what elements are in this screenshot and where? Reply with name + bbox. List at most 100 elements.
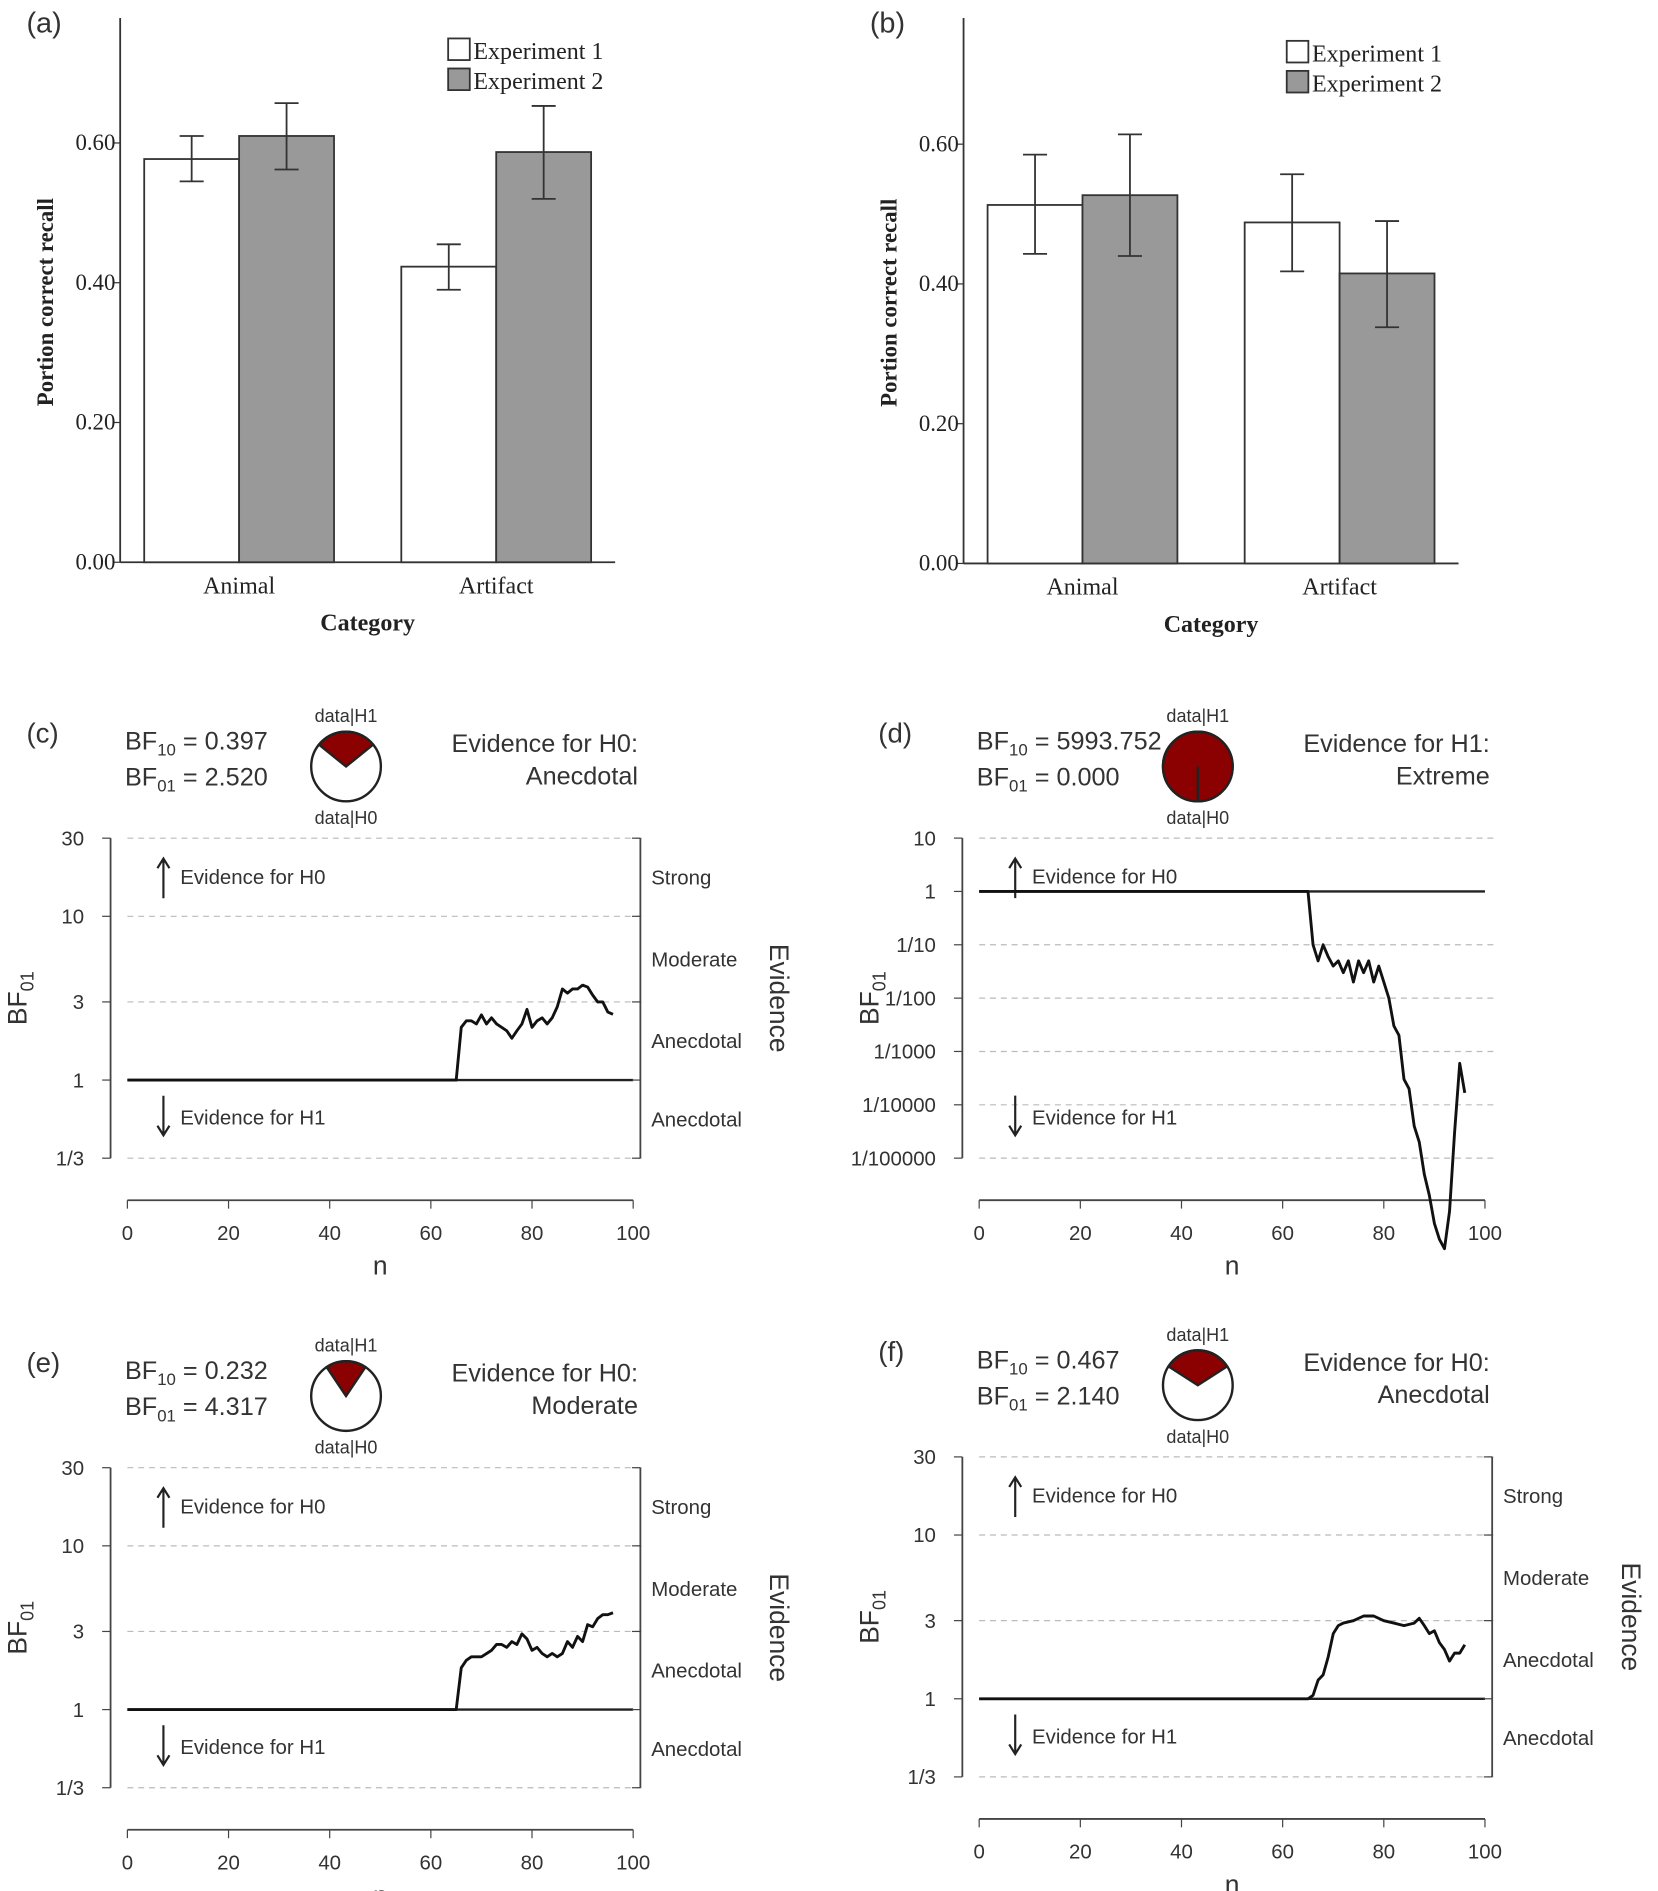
arrow-up-icon [1008, 1475, 1023, 1517]
evidence-axis-title: Evidence [1616, 1563, 1646, 1672]
y-tick-label: 10 [913, 828, 936, 850]
bf-symbol: BF [125, 1357, 157, 1385]
arrow-down-icon [1008, 1714, 1023, 1757]
bf-equals: = [176, 728, 205, 756]
x-tick-label: 100 [616, 1852, 650, 1874]
y-tick-label: 0.60 [919, 131, 959, 156]
bayes-factor-value: BF10 = 5993.752 [977, 728, 1162, 760]
bf-subscript: 01 [157, 1406, 176, 1425]
x-tick-label: 80 [521, 1223, 544, 1245]
evidence-title: Evidence for H0: [452, 1360, 638, 1388]
evidence-category-label: Moderate [1503, 1568, 1589, 1590]
pie-label-h0: data|H0 [1166, 1427, 1229, 1447]
bayes-factor-value: BF10 = 0.232 [125, 1357, 268, 1389]
evidence-level: Moderate [531, 1392, 638, 1420]
pie-slice-h1 [317, 730, 375, 769]
arrow-label-h0: Evidence for H0 [180, 1496, 325, 1518]
bf-sequential-line [127, 983, 614, 1082]
y-tick-label: 1 [925, 1689, 936, 1711]
arrow-down-icon [1008, 1095, 1023, 1138]
y-axis-title-main: BF [2, 1621, 32, 1655]
bar [143, 158, 241, 564]
y-tick-label: 30 [61, 1458, 84, 1480]
x-tick-label: 40 [318, 1852, 341, 1874]
x-tick-label: 80 [1372, 1223, 1395, 1245]
y-axis-title-sub: 01 [869, 971, 889, 991]
bf-equals: = [1028, 764, 1057, 792]
bf-subscript: 10 [1009, 1359, 1028, 1378]
pie-label-h1: data|H1 [1166, 1325, 1229, 1345]
y-axis-title: BF01 [2, 971, 37, 1025]
bf-symbol: BF [977, 728, 1009, 756]
bar [495, 151, 593, 564]
x-tick-label: 40 [1170, 1842, 1193, 1864]
legend-entry: Experiment 2 [1312, 71, 1442, 97]
evidence-level: Extreme [1396, 763, 1490, 791]
panel-label: (e) [26, 1347, 60, 1378]
bf-symbol: BF [125, 1393, 157, 1421]
pie-slice-h1 [324, 1360, 368, 1399]
y-tick-label: 0.60 [75, 130, 115, 155]
x-tick-label: 60 [420, 1852, 443, 1874]
arrow-up-icon [156, 856, 171, 899]
bf-symbol: BF [125, 728, 157, 756]
y-tick-label: 3 [925, 1611, 936, 1633]
arrow-label-h0: Evidence for H0 [1032, 867, 1177, 889]
bf-number: 0.232 [205, 1357, 268, 1385]
evidence-category-label: Strong [651, 1497, 711, 1519]
arrow-label-h1: Evidence for H1 [1032, 1108, 1177, 1130]
arrow-down-icon [156, 1095, 171, 1138]
x-tick-label: 0 [122, 1223, 133, 1245]
bayes-factor-value: BF10 = 0.397 [125, 728, 268, 760]
arrow-label-h1: Evidence for H1 [1032, 1726, 1177, 1748]
y-tick-label: 1 [73, 1070, 84, 1092]
pie-label-h1: data|H1 [1166, 706, 1229, 726]
y-tick-label: 0.00 [919, 551, 959, 576]
evidence-title: Evidence for H0: [452, 730, 638, 758]
legend-entry: Experiment 1 [473, 39, 603, 65]
x-axis-title: n [1225, 1251, 1240, 1281]
bf-number: 4.317 [205, 1393, 268, 1421]
x-tick-label: Animal [203, 573, 275, 599]
y-tick-label: 0.40 [919, 271, 959, 296]
x-tick-label: 80 [1372, 1842, 1395, 1864]
legend-swatch [447, 37, 471, 61]
pie-slice-h1 [1166, 1349, 1229, 1387]
x-axis-title: Category [1164, 612, 1259, 638]
x-tick-label: 60 [420, 1223, 443, 1245]
legend-swatch [1285, 39, 1310, 64]
arrow-label-h0: Evidence for H0 [1032, 1486, 1177, 1508]
x-axis-title: n [373, 1251, 388, 1281]
bf-symbol: BF [977, 1346, 1009, 1374]
evidence-axis-title: Evidence [764, 1573, 794, 1682]
y-tick-label: 1/100000 [851, 1148, 936, 1170]
bar [400, 265, 498, 564]
y-axis-title-main: BF [2, 991, 32, 1025]
y-axis-title-sub: 01 [869, 1590, 889, 1610]
y-tick-label: 0.00 [75, 549, 115, 574]
bf-subscript: 01 [1009, 1395, 1028, 1414]
bf-equals: = [176, 764, 205, 792]
y-tick-label: 3 [73, 992, 84, 1014]
evidence-level: Anecdotal [526, 763, 638, 791]
pie-label-h1: data|H1 [315, 706, 378, 726]
bf-equals: = [176, 1357, 205, 1385]
bf-equals: = [1028, 1382, 1057, 1410]
x-tick-label: 60 [1271, 1842, 1294, 1864]
y-axis-title-sub: 01 [18, 971, 38, 991]
panel-label: (d) [878, 717, 912, 748]
x-axis-title: n [1225, 1869, 1240, 1891]
bf-number: 2.520 [205, 764, 268, 792]
legend-entry: Experiment 1 [1312, 41, 1442, 67]
panel-label: (f) [878, 1336, 904, 1367]
y-axis-title-sub: 01 [18, 1601, 38, 1621]
arrow-label-h0: Evidence for H0 [180, 867, 325, 889]
x-tick-label: 20 [217, 1852, 240, 1874]
y-tick-label: 3 [73, 1622, 84, 1644]
evidence-title: Evidence for H0: [1303, 1349, 1489, 1377]
y-tick-label: 10 [913, 1525, 936, 1547]
x-tick-label: 100 [1468, 1842, 1502, 1864]
bf-subscript: 10 [157, 741, 176, 760]
